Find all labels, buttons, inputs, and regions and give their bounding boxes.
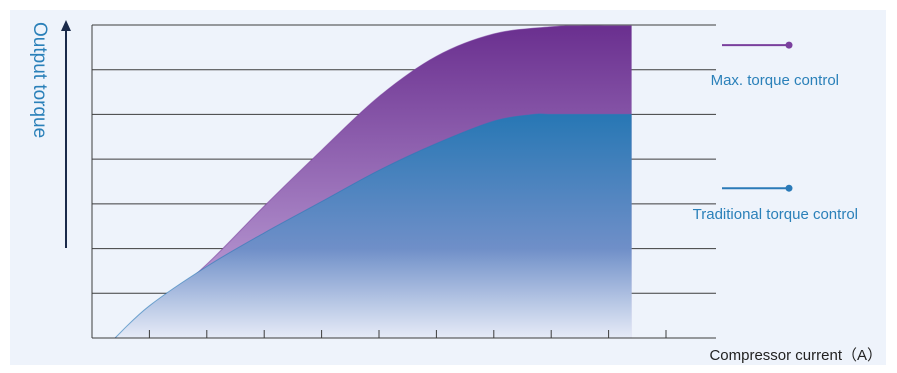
x-axis-label: Compressor current（A） (709, 347, 882, 364)
legend-marker-max-torque (785, 41, 793, 49)
legend-label-traditional-torque: Traditional torque control (693, 206, 858, 223)
legend: Max. torque control Traditional torque co… (693, 41, 858, 223)
area-layer (114, 25, 632, 339)
series-area-traditional-torque (115, 113, 632, 339)
y-axis-arrow-head (61, 20, 71, 31)
axis-layer (91, 25, 716, 339)
series-line-traditional-torque (114, 113, 632, 339)
legend-label-max-torque: Max. torque control (711, 72, 839, 89)
y-axis-label: Output torque (29, 22, 50, 138)
legend-marker-traditional-torque (785, 184, 793, 192)
series-line-max-torque (114, 25, 632, 339)
